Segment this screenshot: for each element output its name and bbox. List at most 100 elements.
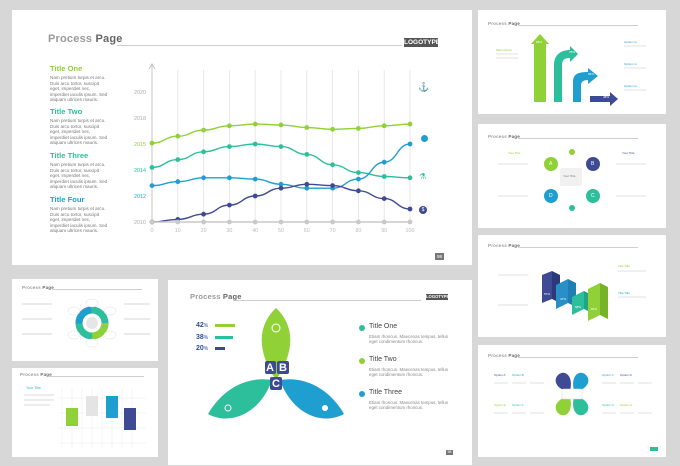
iso-label: Title Title bbox=[618, 264, 630, 268]
letter-a: A bbox=[549, 161, 553, 167]
data-point bbox=[227, 123, 232, 129]
option-label: Option E bbox=[494, 403, 506, 407]
petal-c bbox=[280, 379, 344, 419]
letter-b: B bbox=[279, 362, 287, 374]
data-point bbox=[330, 162, 335, 168]
lightbulb-icon bbox=[421, 135, 428, 142]
x-tick-label: 100 bbox=[406, 228, 415, 234]
option-label: Option B bbox=[512, 373, 524, 377]
money-bag-icon: $ bbox=[419, 206, 427, 214]
option-label: Option A bbox=[494, 373, 506, 377]
quad-diagram bbox=[494, 372, 658, 451]
data-point bbox=[149, 219, 155, 225]
y-tick-label: 2018 bbox=[134, 116, 146, 122]
logo: LOGOTYPE bbox=[426, 294, 450, 300]
x-tick-label: 50 bbox=[278, 228, 284, 234]
abcd-diagram bbox=[498, 149, 646, 211]
data-point bbox=[407, 206, 413, 212]
page-number: 98 bbox=[446, 450, 453, 455]
data-point bbox=[407, 219, 413, 225]
x-tick-label: 20 bbox=[201, 228, 207, 234]
slide-line-chart[interactable]: Process Page LOGOTYPE Title One Nam pret… bbox=[12, 10, 472, 265]
data-point bbox=[278, 144, 284, 150]
thumb-title: Process Page bbox=[488, 353, 520, 358]
title-underline bbox=[236, 300, 421, 301]
option-label: Option nn bbox=[624, 40, 638, 44]
data-point bbox=[149, 183, 155, 189]
data-point bbox=[407, 175, 413, 181]
data-point bbox=[227, 144, 232, 150]
x-tick-label: 10 bbox=[175, 228, 181, 234]
letter-b: B bbox=[591, 161, 595, 167]
thumb-column-chart[interactable]: Process Page Your Title bbox=[12, 368, 158, 457]
line-chart: 2010 2012 2014 2015 2018 2020 0 10 20 30 40 50 60 70 8… bbox=[134, 63, 415, 234]
thumb-circle-ring[interactable]: Process Page bbox=[12, 279, 158, 361]
data-point bbox=[304, 181, 310, 187]
thumb-isometric[interactable]: Process Page 57% 47% 68% 83% Title Title… bbox=[478, 235, 666, 337]
data-point bbox=[356, 170, 361, 176]
letter-d: D bbox=[549, 193, 553, 199]
arrows-diagram bbox=[496, 34, 646, 106]
y-tick-label: 2020 bbox=[134, 90, 146, 96]
data-point bbox=[252, 219, 258, 225]
thumb-title: Process Page bbox=[488, 134, 520, 139]
thumb-quad[interactable]: Process Page Option A Option B Option C … bbox=[478, 345, 666, 457]
center-label: Your Title bbox=[563, 174, 576, 178]
title-underline bbox=[117, 45, 402, 46]
search-icon bbox=[224, 404, 232, 412]
data-point bbox=[252, 176, 258, 182]
data-point bbox=[278, 181, 284, 187]
data-point bbox=[304, 185, 310, 191]
x-tick-label: 80 bbox=[355, 228, 361, 234]
petal-b bbox=[208, 379, 272, 419]
option-label: Option nn bbox=[624, 62, 638, 66]
iso-label: Title Title bbox=[618, 291, 630, 295]
data-point bbox=[175, 219, 181, 225]
side-label: Your Title bbox=[508, 151, 521, 155]
arrow-percent: 78% bbox=[569, 50, 576, 54]
thumb-heading: Your Title bbox=[26, 386, 41, 390]
x-tick-label: 30 bbox=[226, 228, 232, 234]
data-point bbox=[227, 219, 232, 225]
arrow-percent: 56% bbox=[588, 72, 595, 76]
data-point bbox=[278, 219, 284, 225]
option-label: Option C bbox=[602, 373, 614, 377]
x-tick-label: 40 bbox=[252, 228, 258, 234]
data-point bbox=[252, 193, 258, 199]
option-label: Option H bbox=[620, 403, 632, 407]
data-point bbox=[356, 176, 361, 182]
letter-a: A bbox=[266, 362, 274, 374]
x-tick-label: 70 bbox=[330, 228, 336, 234]
option-label: Option G bbox=[602, 403, 615, 407]
title-underline bbox=[518, 138, 638, 139]
data-point bbox=[278, 185, 284, 191]
x-tick-label: 90 bbox=[381, 228, 387, 234]
thumb-abcd[interactable]: Process Page A B D C Your Title Your Tit… bbox=[478, 124, 666, 228]
slide-petal-diagram[interactable]: Process Page LOGOTYPE 42% 38% 20% A B C … bbox=[168, 280, 472, 465]
title-underline bbox=[518, 357, 638, 358]
thumb-arrows[interactable]: Process Page Main Option 88% 78% 56% 48%… bbox=[478, 10, 666, 114]
data-point bbox=[201, 149, 207, 155]
slide-title: Process Page bbox=[48, 33, 123, 45]
logo: LOGOTYPE bbox=[404, 38, 441, 47]
flask-icon: ⚗ bbox=[419, 172, 427, 181]
data-point bbox=[330, 183, 335, 189]
data-point bbox=[330, 219, 335, 225]
petal-diagram bbox=[208, 308, 344, 419]
option-label: Option F bbox=[512, 403, 524, 407]
letter-c: C bbox=[591, 193, 595, 199]
data-point bbox=[227, 202, 232, 208]
isometric-chart bbox=[498, 270, 646, 321]
data-point bbox=[356, 219, 361, 225]
data-point bbox=[175, 133, 181, 139]
arrow-percent: 48% bbox=[603, 95, 610, 99]
percent-bar bbox=[215, 347, 225, 350]
data-point bbox=[356, 188, 361, 194]
data-point bbox=[381, 159, 387, 165]
data-point bbox=[278, 122, 284, 128]
main-option-label: Main Option bbox=[496, 48, 513, 52]
slide-title: Process Page bbox=[190, 292, 242, 301]
side-label: Your Title bbox=[622, 151, 635, 155]
page-number: 98 bbox=[435, 253, 444, 260]
arrow-percent: 88% bbox=[536, 40, 543, 44]
